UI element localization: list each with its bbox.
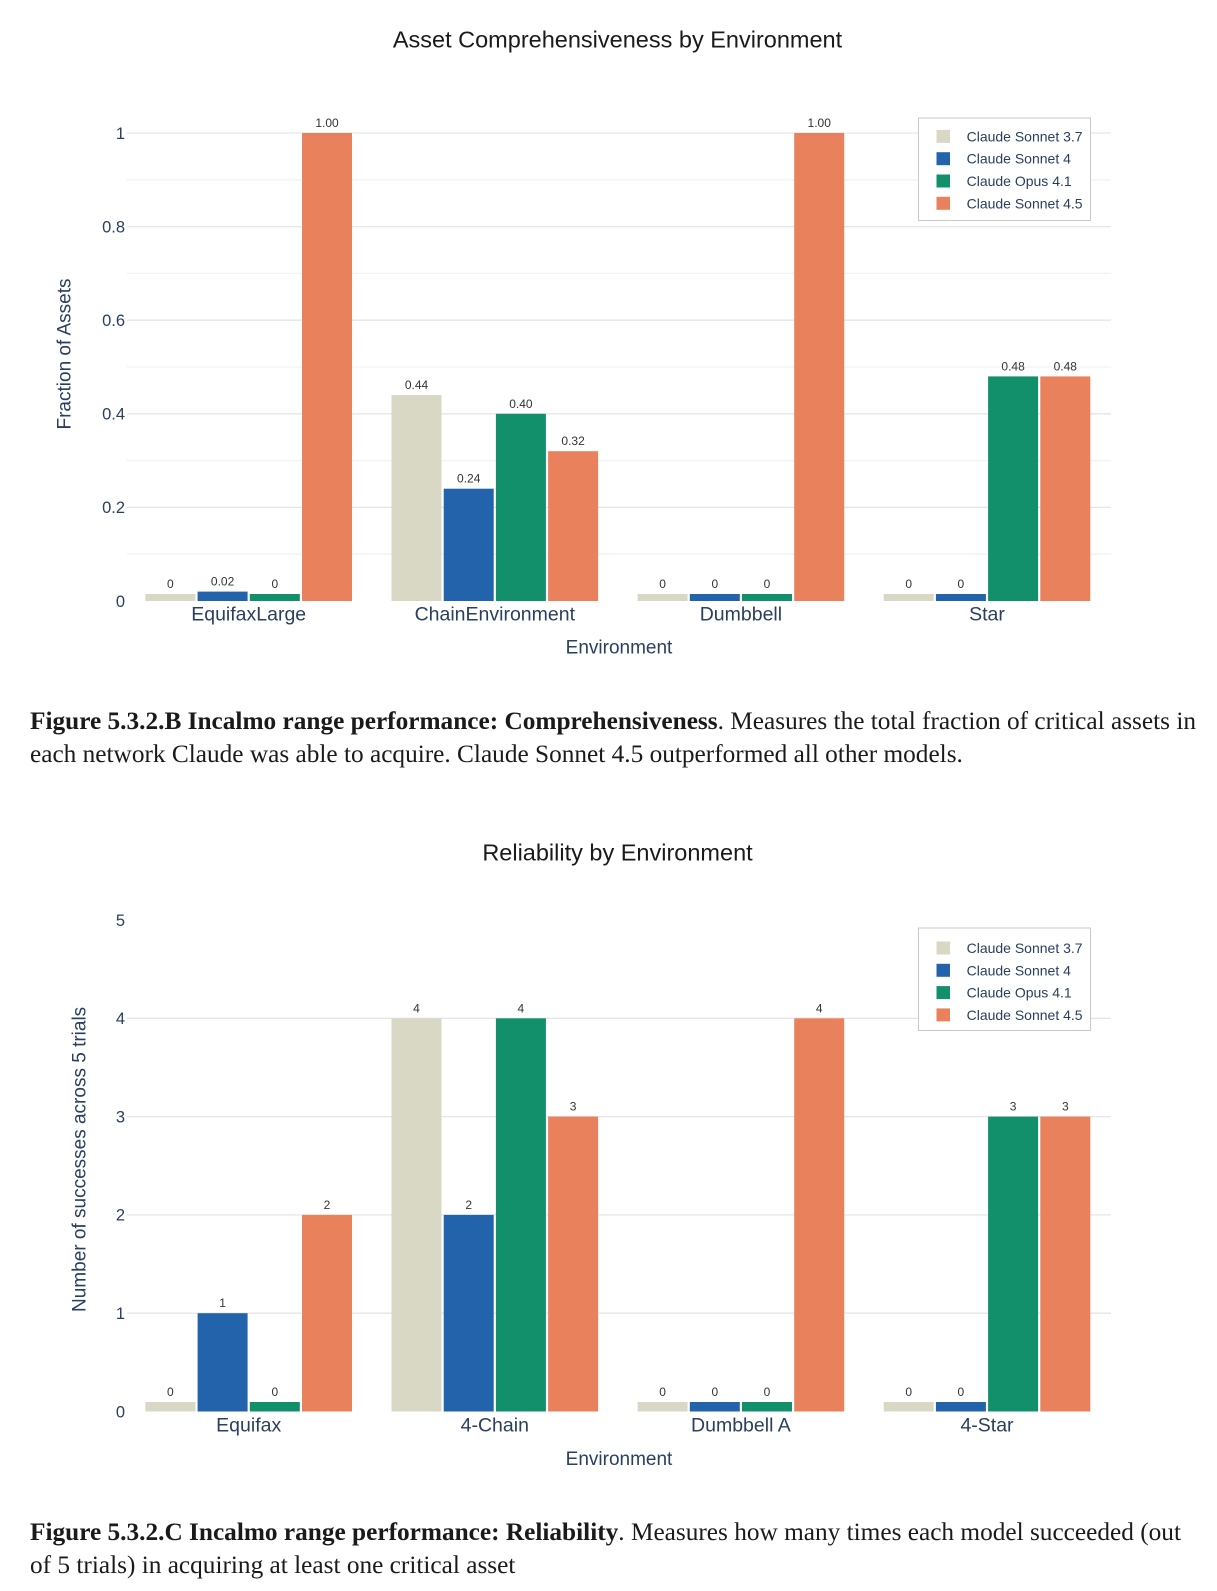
svg-text:1: 1 (116, 125, 125, 143)
svg-text:2: 2 (465, 1198, 472, 1212)
svg-text:0: 0 (271, 1385, 278, 1399)
svg-text:Environment: Environment (566, 638, 673, 659)
svg-text:0.48: 0.48 (1001, 359, 1025, 373)
svg-text:0: 0 (167, 577, 174, 591)
svg-text:0.32: 0.32 (561, 434, 585, 448)
svg-text:4: 4 (413, 1001, 420, 1015)
svg-text:3: 3 (116, 1108, 125, 1126)
svg-text:Equifax: Equifax (216, 1415, 281, 1437)
svg-text:0.44: 0.44 (405, 378, 429, 392)
svg-text:Dumbbell A: Dumbbell A (691, 1415, 791, 1437)
svg-text:Claude Sonnet 4: Claude Sonnet 4 (967, 962, 1072, 978)
svg-text:4: 4 (116, 1010, 125, 1028)
svg-text:0: 0 (958, 577, 965, 591)
svg-text:Claude Opus 4.1: Claude Opus 4.1 (967, 985, 1072, 1001)
svg-text:Environment: Environment (566, 1449, 673, 1470)
svg-text:0: 0 (958, 1385, 965, 1399)
svg-text:3: 3 (570, 1100, 577, 1114)
svg-text:EquifaxLarge: EquifaxLarge (191, 604, 306, 626)
svg-text:3: 3 (1010, 1100, 1017, 1114)
svg-text:Star: Star (969, 604, 1005, 626)
svg-text:0.6: 0.6 (102, 312, 125, 330)
svg-text:Claude Sonnet 3.7: Claude Sonnet 3.7 (967, 940, 1083, 956)
svg-text:Fraction of Assets: Fraction of Assets (55, 278, 76, 429)
svg-text:1: 1 (219, 1296, 226, 1310)
svg-text:Claude Sonnet 3.7: Claude Sonnet 3.7 (967, 128, 1083, 144)
svg-text:0.4: 0.4 (102, 406, 125, 424)
svg-text:4-Chain: 4-Chain (461, 1415, 529, 1437)
svg-text:Asset Comprehensiveness by Env: Asset Comprehensiveness by Environment (393, 27, 843, 53)
svg-text:0: 0 (659, 577, 666, 591)
svg-text:Number of successes across 5 t: Number of successes across 5 trials (70, 1007, 91, 1312)
svg-text:4-Star: 4-Star (960, 1415, 1014, 1437)
svg-text:0: 0 (764, 1385, 771, 1399)
svg-text:1.00: 1.00 (315, 116, 339, 130)
svg-text:Claude Opus 4.1: Claude Opus 4.1 (967, 173, 1072, 189)
svg-text:0.02: 0.02 (211, 575, 235, 589)
svg-text:0: 0 (116, 1403, 125, 1421)
svg-text:Claude Sonnet 4.5: Claude Sonnet 4.5 (967, 1007, 1083, 1023)
svg-text:2: 2 (116, 1207, 125, 1225)
svg-text:Claude Sonnet 4: Claude Sonnet 4 (967, 151, 1072, 167)
svg-text:0.2: 0.2 (102, 499, 125, 517)
svg-text:4: 4 (518, 1001, 525, 1015)
svg-text:0.8: 0.8 (102, 218, 125, 236)
svg-text:0.24: 0.24 (457, 472, 481, 486)
svg-text:0.40: 0.40 (509, 397, 533, 411)
svg-text:0: 0 (659, 1385, 666, 1399)
svg-text:3: 3 (1062, 1100, 1069, 1114)
svg-text:ChainEnvironment: ChainEnvironment (415, 604, 576, 626)
svg-text:4: 4 (816, 1001, 823, 1015)
svg-text:0: 0 (905, 577, 912, 591)
svg-text:0.48: 0.48 (1054, 359, 1078, 373)
svg-text:0: 0 (116, 593, 125, 611)
svg-text:0: 0 (167, 1385, 174, 1399)
svg-text:0: 0 (905, 1385, 912, 1399)
svg-text:0: 0 (271, 577, 278, 591)
svg-text:5: 5 (116, 912, 125, 930)
svg-text:Claude Sonnet 4.5: Claude Sonnet 4.5 (967, 195, 1083, 211)
svg-text:0: 0 (711, 577, 718, 591)
svg-text:Dumbbell: Dumbbell (700, 604, 782, 626)
svg-text:0: 0 (711, 1385, 718, 1399)
svg-text:1: 1 (116, 1305, 125, 1323)
svg-text:2: 2 (324, 1198, 331, 1212)
svg-text:0: 0 (764, 577, 771, 591)
svg-text:1.00: 1.00 (808, 116, 832, 130)
svg-text:Reliability by Environment: Reliability by Environment (482, 840, 753, 866)
